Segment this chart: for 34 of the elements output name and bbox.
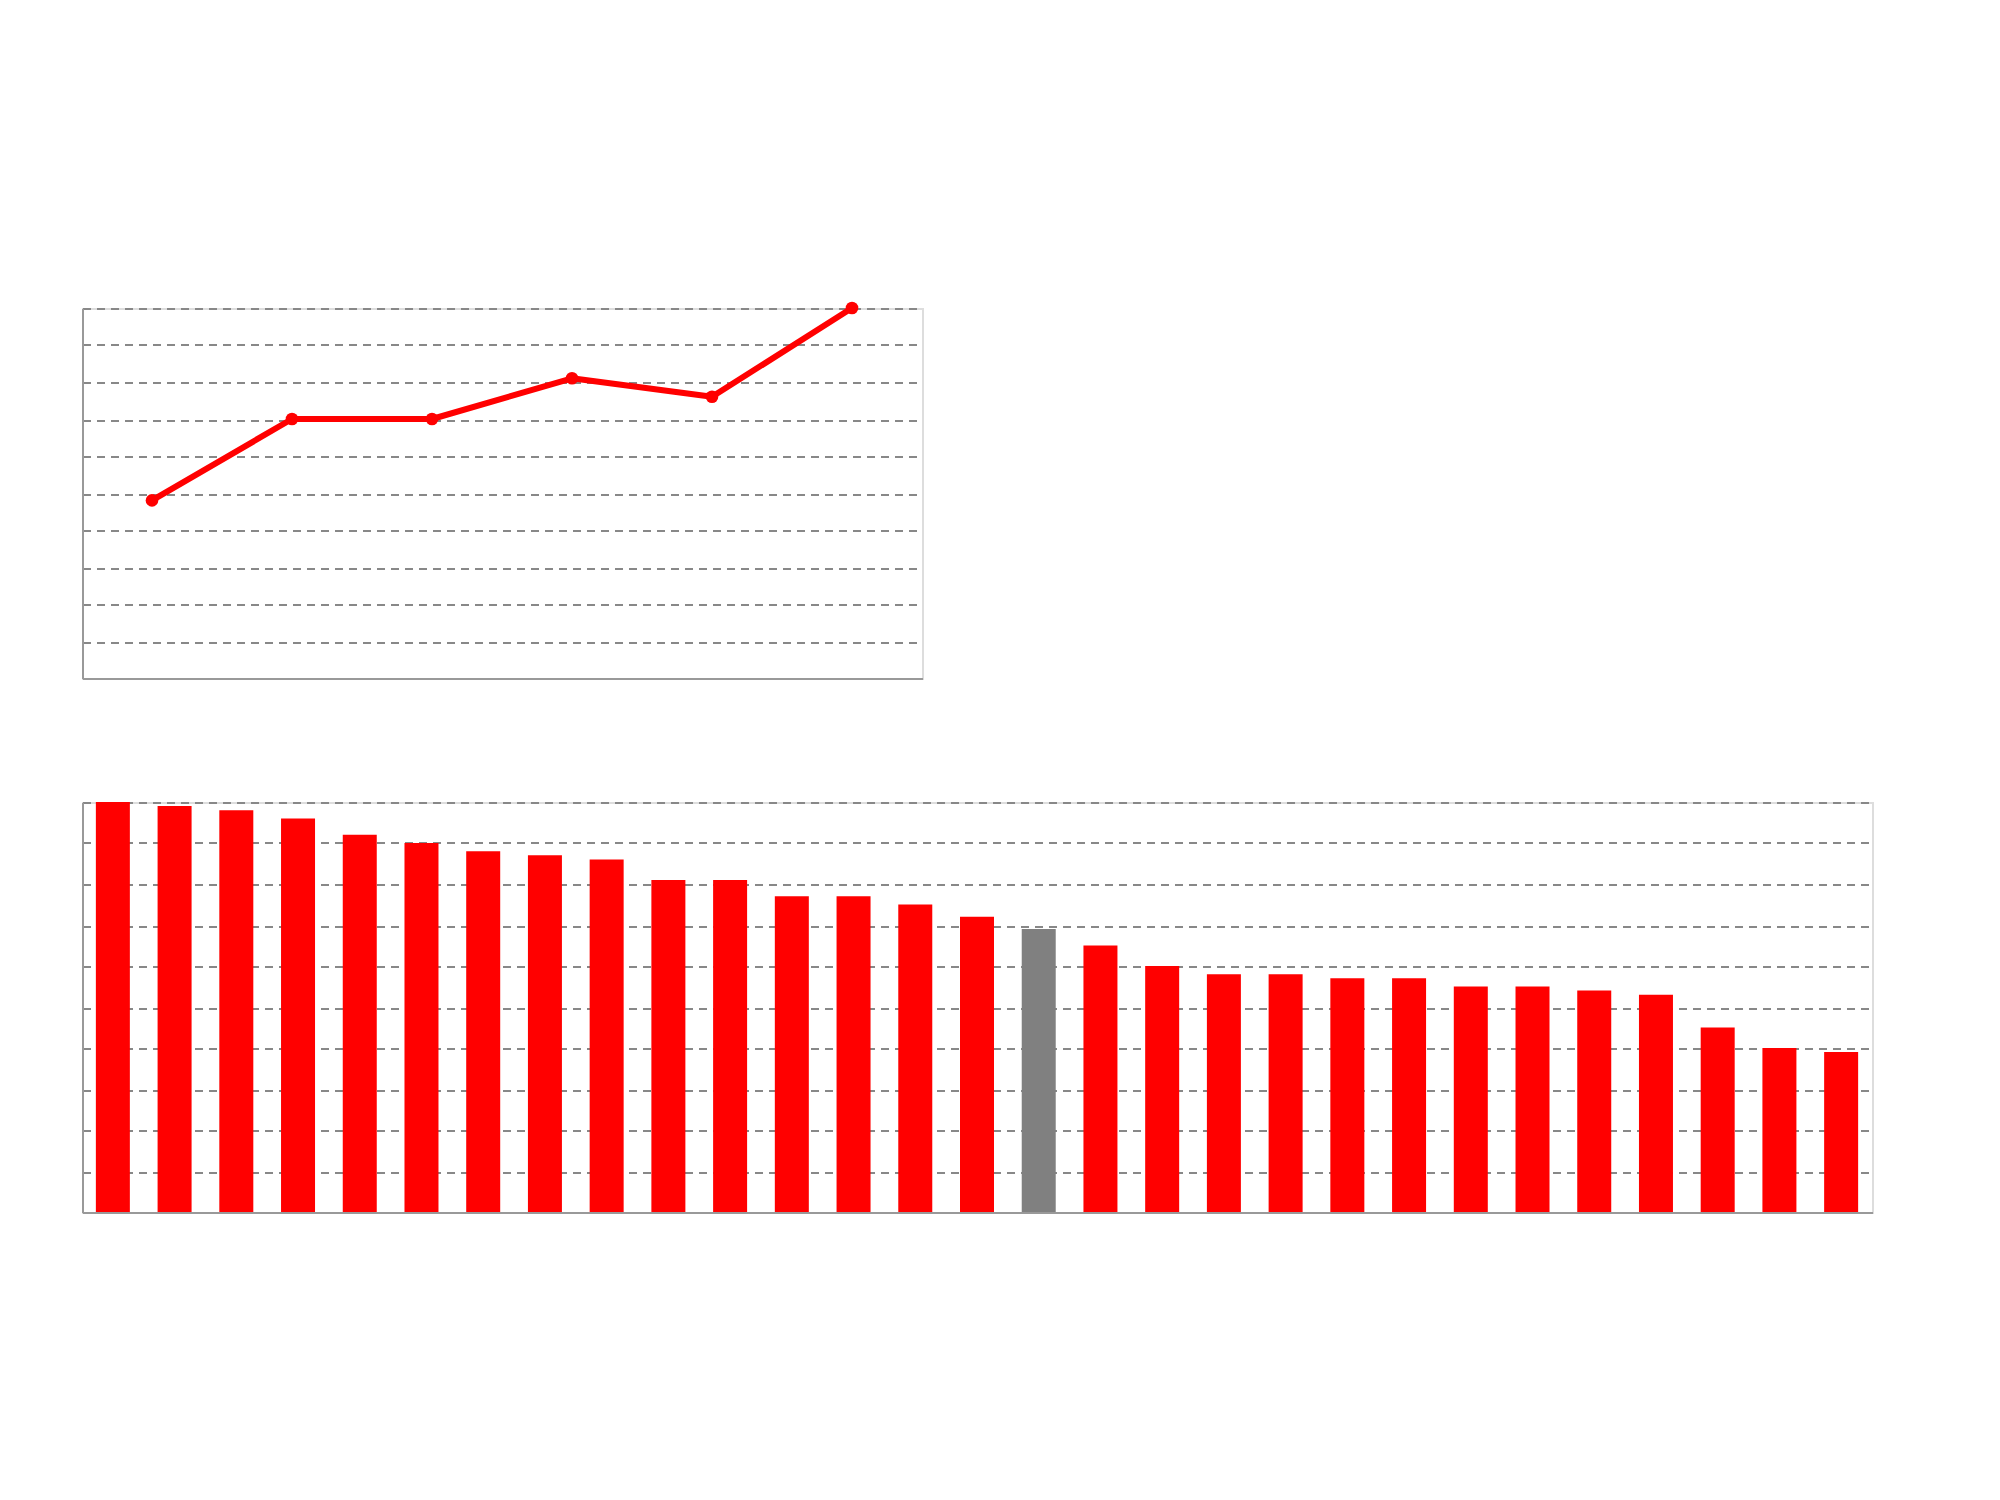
bar bbox=[1392, 978, 1427, 1212]
bar bbox=[960, 916, 994, 1212]
bar bbox=[898, 904, 933, 1212]
bar bbox=[651, 879, 686, 1212]
bar bbox=[1206, 974, 1241, 1212]
bar bbox=[1638, 994, 1673, 1212]
point bbox=[285, 412, 299, 426]
bar bbox=[836, 896, 871, 1212]
bar bbox=[1083, 945, 1118, 1212]
bar bbox=[157, 806, 192, 1212]
point bbox=[705, 390, 719, 404]
bar bbox=[1330, 978, 1365, 1212]
bar bbox=[342, 834, 377, 1212]
bar bbox=[1145, 966, 1180, 1212]
bar bbox=[219, 810, 254, 1212]
bar bbox=[774, 896, 809, 1212]
bar bbox=[95, 802, 130, 1212]
bar bbox=[1515, 986, 1550, 1212]
point bbox=[425, 412, 439, 426]
bar bbox=[404, 843, 439, 1212]
bar bbox=[1824, 1052, 1859, 1212]
bar bbox=[281, 818, 316, 1212]
bar bbox=[466, 851, 501, 1212]
point bbox=[845, 301, 859, 315]
bar bbox=[527, 855, 562, 1212]
bar bbox=[1268, 974, 1303, 1212]
bar bbox=[1762, 1048, 1797, 1212]
bar bbox=[1453, 986, 1488, 1212]
point bbox=[565, 371, 579, 385]
bar bbox=[1700, 1027, 1735, 1212]
point bbox=[145, 494, 159, 507]
bar bbox=[713, 879, 748, 1212]
bar bbox=[1577, 990, 1612, 1212]
bar bbox=[589, 859, 624, 1212]
